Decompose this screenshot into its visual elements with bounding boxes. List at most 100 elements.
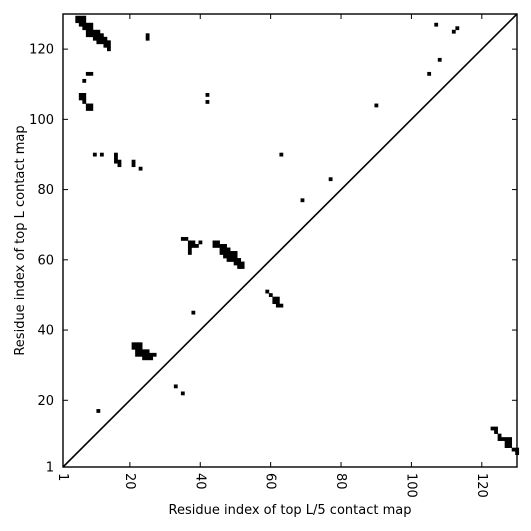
contact-cell xyxy=(265,289,270,294)
contact-cell xyxy=(103,40,108,45)
contact-cell xyxy=(78,15,83,20)
contact-cell xyxy=(240,265,245,269)
contact-cell xyxy=(494,430,498,434)
contact-cell xyxy=(135,352,139,357)
y-tick-label: 1 xyxy=(46,461,54,476)
contact-cell xyxy=(85,29,90,34)
contact-cell xyxy=(216,244,220,248)
contact-cell xyxy=(89,107,94,111)
contact-cell xyxy=(272,300,277,305)
contact-cell xyxy=(82,100,87,104)
contact-cell xyxy=(114,159,118,164)
y-tick-label: 100 xyxy=(29,113,54,128)
contact-cell xyxy=(92,29,97,34)
contact-cell xyxy=(173,384,178,389)
contact-cell xyxy=(75,15,80,20)
contact-cell xyxy=(145,36,150,41)
contact-cell xyxy=(504,437,509,441)
contact-cell xyxy=(96,29,101,34)
contact-cell xyxy=(494,426,498,431)
diagonal-line xyxy=(62,13,518,468)
contact-cell xyxy=(508,444,513,448)
x-axis-label: Residue index of top L/5 contact map xyxy=(169,503,412,518)
contact-cell xyxy=(85,71,90,76)
contact-cell xyxy=(82,96,87,101)
contact-cell xyxy=(149,356,154,361)
contact-cell xyxy=(152,352,157,357)
contact-cell xyxy=(99,33,104,38)
x-tick-label: 100 xyxy=(403,473,418,498)
contact-cell xyxy=(89,71,94,76)
contact-cell xyxy=(504,440,509,445)
contact-cell xyxy=(226,258,231,262)
contact-cell xyxy=(92,33,97,38)
contact-cell xyxy=(78,19,83,24)
contact-cell xyxy=(508,437,513,441)
contact-cell xyxy=(455,26,460,31)
contact-cell xyxy=(99,152,104,157)
contact-cell xyxy=(226,251,231,255)
contact-cell xyxy=(92,36,97,41)
contact-cell xyxy=(497,433,502,438)
contact-cell xyxy=(85,107,90,111)
contact-cell xyxy=(92,152,97,157)
contact-cell xyxy=(82,93,87,97)
contact-cell xyxy=(279,152,284,157)
x-tick-label: 1 xyxy=(55,473,70,481)
contact-cell xyxy=(138,345,143,350)
contact-cell xyxy=(191,310,196,315)
contact-cell xyxy=(131,345,136,350)
contact-cell xyxy=(230,254,234,259)
contact-cell xyxy=(89,103,94,108)
contact-cell xyxy=(233,258,238,262)
contact-cell xyxy=(212,240,217,245)
contact-cell xyxy=(230,258,234,262)
contact-cell xyxy=(103,36,108,41)
contact-cell xyxy=(96,40,101,45)
contact-cell xyxy=(82,26,87,31)
y-tick-label: 60 xyxy=(37,253,54,268)
contact-cell xyxy=(497,437,502,441)
contact-cell xyxy=(103,43,108,48)
contact-cell xyxy=(194,244,199,248)
contact-cell xyxy=(142,352,147,357)
contact-cell xyxy=(149,352,154,357)
y-axis-label: Residue index of top L contact map xyxy=(13,125,28,355)
contact-cell xyxy=(85,22,90,27)
contact-cell xyxy=(131,159,136,164)
contact-cell xyxy=(184,236,189,241)
x-tick-label: 60 xyxy=(263,473,278,490)
contact-cell xyxy=(233,254,238,259)
contact-cell xyxy=(138,342,143,347)
contact-cell xyxy=(138,166,143,171)
contact-cell xyxy=(191,244,196,248)
contact-cell xyxy=(106,47,111,52)
contact-cell xyxy=(114,152,118,157)
contact-cell xyxy=(131,342,136,347)
contact-cell xyxy=(142,356,147,361)
contact-cell xyxy=(511,447,516,452)
contact-cell xyxy=(223,247,227,252)
contact-cell xyxy=(223,254,227,259)
x-tick-label: 120 xyxy=(474,473,489,498)
x-tick-labels: 1 20 40 60 80 100 120 xyxy=(55,473,489,498)
contact-cell xyxy=(434,22,439,27)
contact-cell xyxy=(374,103,379,108)
contact-cell xyxy=(223,244,227,248)
plot-frame xyxy=(62,13,518,468)
contact-cell xyxy=(219,247,224,252)
contact-cell xyxy=(138,352,143,357)
contact-cell xyxy=(78,96,83,101)
contact-cell xyxy=(138,349,143,354)
contact-cell xyxy=(89,33,94,38)
contact-cell xyxy=(187,240,192,245)
contact-cell xyxy=(99,40,104,45)
contact-cell xyxy=(180,391,185,396)
contact-cell xyxy=(237,261,242,266)
contact-cell xyxy=(145,349,150,354)
contact-cell xyxy=(78,22,83,27)
contact-cell xyxy=(89,22,94,27)
